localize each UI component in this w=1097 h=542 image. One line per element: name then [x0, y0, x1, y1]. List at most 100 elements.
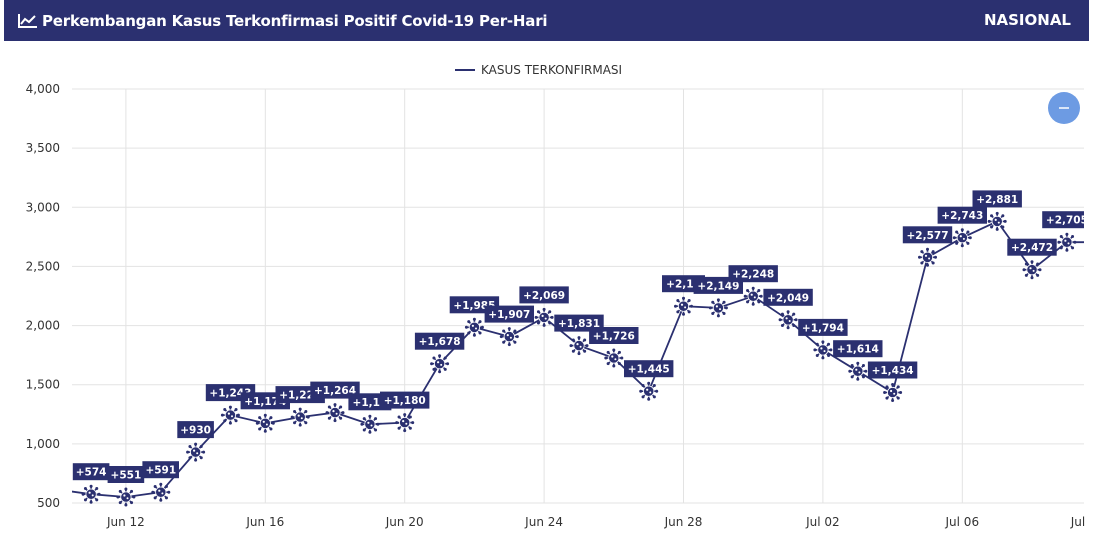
- legend-label: KASUS TERKONFIRMASI: [481, 63, 622, 77]
- data-point[interactable]: [813, 340, 833, 360]
- data-point[interactable]: [778, 310, 798, 330]
- marker-spike-tip: [403, 429, 407, 433]
- marker-spike-tip: [931, 261, 935, 265]
- data-point[interactable]: [186, 442, 206, 462]
- data-point[interactable]: [743, 286, 763, 306]
- data-point[interactable]: [1057, 232, 1077, 252]
- y-tick-label: 1,500: [26, 378, 60, 392]
- marker-spike-tip: [955, 230, 959, 234]
- marker-spike-tip: [813, 348, 817, 352]
- marker-spike-tip: [411, 421, 415, 425]
- marker-spike-tip: [569, 344, 573, 348]
- marker-spike-tip: [966, 230, 970, 234]
- marker-dot: [440, 363, 443, 366]
- data-point[interactable]: [604, 348, 624, 368]
- data-point[interactable]: [151, 482, 171, 502]
- data-point[interactable]: [220, 405, 240, 425]
- marker-body: [85, 488, 97, 500]
- marker-dot: [193, 449, 196, 452]
- marker-spike-tip: [1059, 246, 1063, 250]
- marker-spike-tip: [577, 352, 581, 356]
- marker-dot: [126, 497, 129, 500]
- data-point[interactable]: [848, 361, 868, 381]
- data-label: +2,16: [666, 279, 701, 291]
- data-point[interactable]: [290, 407, 310, 427]
- marker-spike-tip: [403, 413, 407, 417]
- data-point[interactable]: [464, 317, 484, 337]
- data-point[interactable]: [883, 383, 903, 402]
- marker-spike-tip: [55, 480, 58, 483]
- marker-dot: [57, 490, 59, 492]
- marker-spike-tip: [827, 342, 831, 346]
- marker-spike-tip: [780, 323, 784, 327]
- marker-spike-tip: [164, 485, 168, 489]
- data-point[interactable]: [1022, 260, 1042, 280]
- marker-spike-tip: [188, 444, 192, 448]
- data-point[interactable]: [430, 354, 450, 374]
- marker-spike-tip: [467, 331, 471, 335]
- marker-spike-tip: [676, 310, 680, 314]
- zoom-reset-button[interactable]: [1048, 92, 1080, 124]
- marker-spike-tip: [63, 488, 66, 491]
- marker-spike-tip: [333, 403, 337, 407]
- marker-spike-tip: [258, 416, 262, 420]
- marker-dot: [335, 412, 338, 415]
- data-point[interactable]: [360, 414, 380, 434]
- marker-spike-tip: [652, 384, 656, 388]
- data-point[interactable]: [499, 327, 519, 347]
- marker-spike-tip: [81, 492, 85, 496]
- marker-spike-tip: [1073, 240, 1077, 244]
- marker-spike-tip: [968, 236, 972, 240]
- marker-spike-tip: [432, 367, 436, 371]
- data-point[interactable]: [255, 413, 275, 433]
- marker-spike-tip: [362, 417, 366, 421]
- marker-spike: [51, 489, 57, 495]
- marker-spike-tip: [995, 227, 999, 231]
- data-point[interactable]: [952, 228, 972, 248]
- data-label: +1,264: [314, 385, 356, 397]
- marker-spike-tip: [298, 423, 302, 427]
- marker-body: [886, 386, 899, 399]
- marker-spike-tip: [132, 495, 136, 499]
- marker-spike-tip: [186, 450, 190, 454]
- marker-spike-tip: [606, 362, 610, 366]
- data-point[interactable]: [534, 307, 554, 327]
- data-point[interactable]: [1092, 233, 1097, 252]
- data-point[interactable]: [325, 403, 345, 423]
- marker-spike-tip: [1092, 241, 1095, 244]
- header-title-group: Perkembangan Kasus Terkonfirmasi Positif…: [18, 0, 548, 41]
- data-point[interactable]: [987, 211, 1007, 231]
- marker-dot: [997, 221, 1000, 224]
- data-label-bg: [833, 340, 883, 358]
- marker-dot: [890, 389, 893, 393]
- x-tick-label: Jun 12: [106, 515, 145, 529]
- marker-spike-tip: [850, 364, 854, 368]
- data-point[interactable]: [81, 484, 101, 504]
- marker-dot: [928, 257, 931, 260]
- y-tick-label: 4,000: [26, 82, 60, 96]
- marker-dot: [1064, 239, 1067, 242]
- marker-spike-tip: [1024, 262, 1028, 266]
- data-point[interactable]: [639, 381, 659, 401]
- marker-spike-tip: [430, 362, 434, 366]
- data-point[interactable]: [116, 487, 136, 507]
- marker-spike-tip: [674, 304, 677, 308]
- marker-spike-tip: [304, 421, 308, 425]
- data-point[interactable]: [918, 247, 937, 267]
- data-point[interactable]: [569, 336, 589, 356]
- marker-spike-tip: [202, 450, 206, 454]
- marker-spike-tip: [397, 415, 401, 419]
- marker-spike-tip: [118, 501, 122, 505]
- data-label: +1,180: [384, 395, 426, 407]
- marker-spike-tip: [325, 411, 329, 415]
- data-point[interactable]: [708, 298, 728, 318]
- data-point[interactable]: [395, 413, 415, 433]
- marker-spike-tip: [269, 427, 273, 431]
- marker-body: [155, 486, 167, 498]
- marker-spike-tip: [896, 385, 900, 389]
- marker-spike-tip: [83, 498, 87, 502]
- marker-spike-tip: [655, 389, 659, 393]
- data-point[interactable]: [674, 296, 693, 316]
- marker-dot: [88, 491, 91, 494]
- marker-spike-tip: [446, 362, 450, 366]
